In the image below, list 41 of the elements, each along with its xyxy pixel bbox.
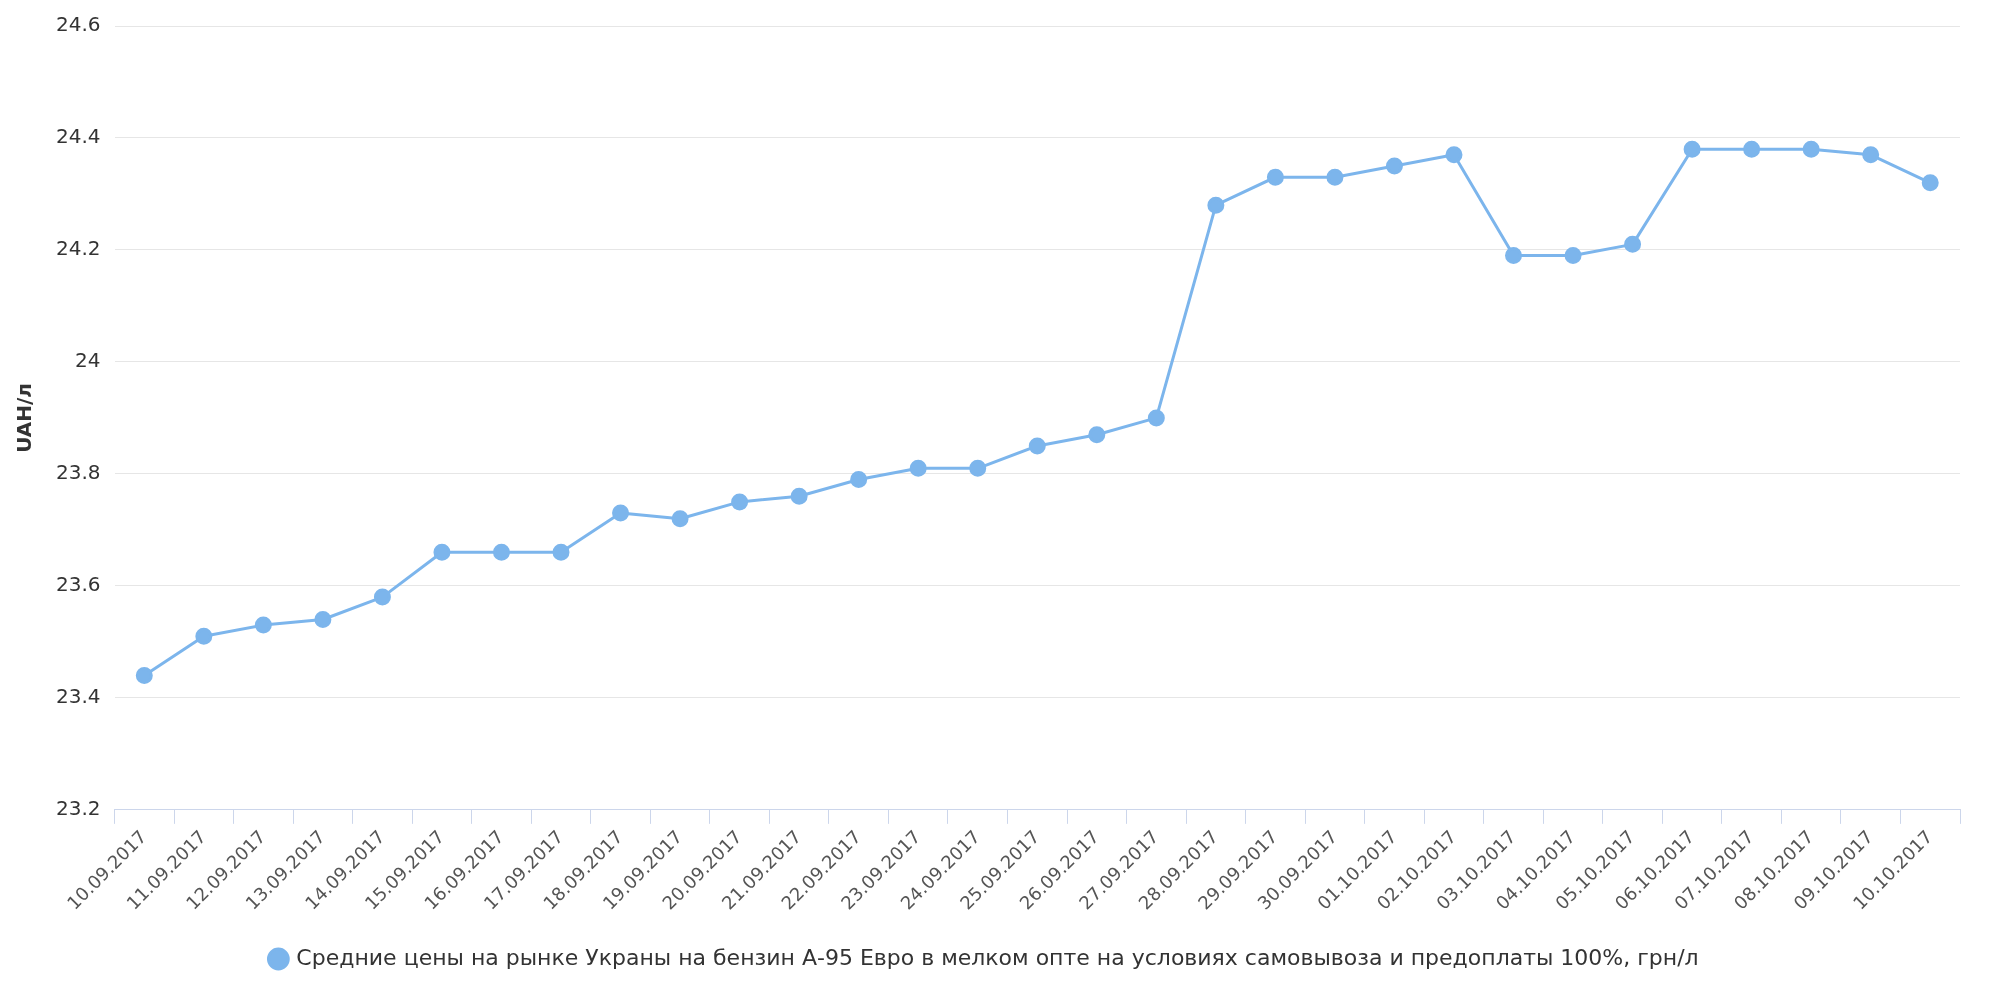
point xyxy=(790,487,808,505)
y-tick-label: 23.6 xyxy=(56,572,101,597)
point xyxy=(314,610,332,628)
point xyxy=(1802,140,1820,158)
point xyxy=(1147,409,1165,427)
point xyxy=(1028,437,1046,455)
point xyxy=(373,588,391,606)
point xyxy=(909,459,927,477)
point xyxy=(1207,196,1225,214)
point xyxy=(1683,140,1701,158)
point xyxy=(433,543,451,561)
point xyxy=(1445,146,1463,164)
point xyxy=(1862,146,1880,164)
point xyxy=(850,471,868,489)
y-tick-label: 23.2 xyxy=(56,796,101,821)
y-tick-label: 23.4 xyxy=(56,684,101,709)
point xyxy=(1743,140,1761,158)
point xyxy=(969,459,987,477)
y-axis-title: UAH/л xyxy=(12,383,37,453)
point xyxy=(731,493,749,511)
point xyxy=(254,616,272,634)
point xyxy=(1564,247,1582,265)
point xyxy=(1088,426,1106,444)
point xyxy=(671,510,689,528)
point xyxy=(135,666,153,684)
point xyxy=(1326,168,1344,186)
y-tick-label: 24.6 xyxy=(56,12,101,37)
y-tick-label: 24.4 xyxy=(56,124,101,149)
point xyxy=(492,543,510,561)
legend-label: Средние цены на рынке Украны на бензин А-95 Евро в мелком опте на условиях самовывоза и предоплаты 100%, грн/л xyxy=(296,944,1699,970)
y-tick-label: 24.2 xyxy=(56,236,101,261)
point xyxy=(1385,157,1403,175)
y-tick-label: 24 xyxy=(75,348,101,373)
point xyxy=(552,543,570,561)
point xyxy=(1624,235,1642,253)
y-tick-label: 23.8 xyxy=(56,460,101,485)
point xyxy=(1266,168,1284,186)
point xyxy=(612,504,630,522)
point xyxy=(1505,247,1523,265)
point xyxy=(195,627,213,645)
point xyxy=(1921,174,1939,192)
